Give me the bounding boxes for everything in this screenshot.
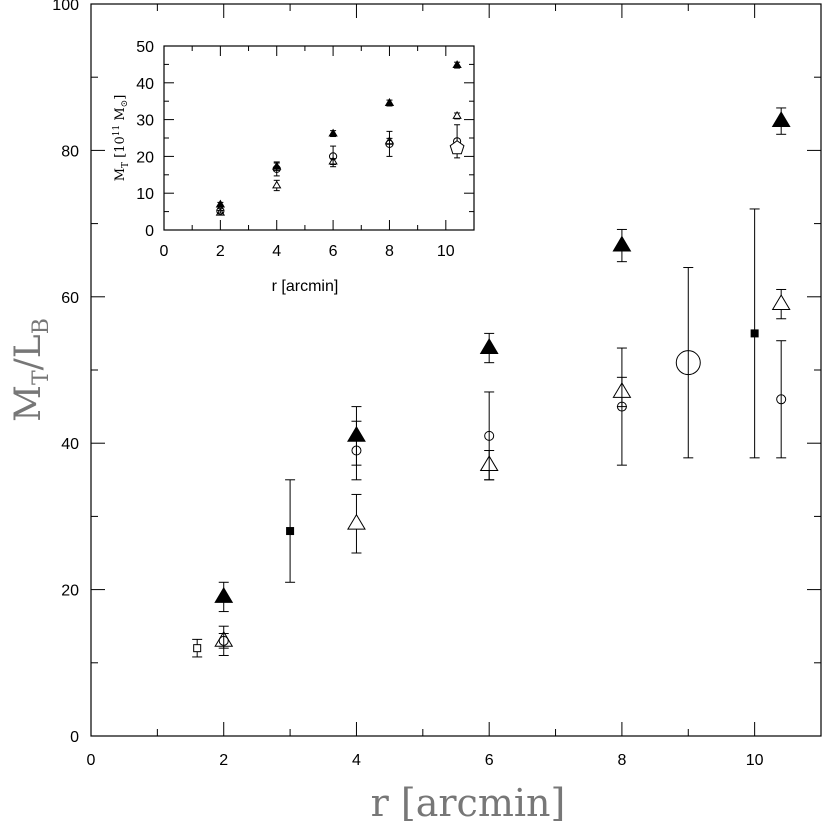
series-3-filled-square bbox=[285, 208, 760, 583]
inset-y-title-main: M bbox=[113, 168, 128, 181]
inset-y-title-sup: 11 bbox=[112, 125, 122, 136]
inset-y-title-sun: ⊙ bbox=[120, 100, 130, 108]
data-point-triangle bbox=[347, 513, 366, 530]
data-point-circle bbox=[616, 401, 627, 412]
x-tick-label: 10 bbox=[746, 752, 764, 769]
main-data-marks bbox=[192, 107, 791, 658]
y-title-sep: /L bbox=[8, 334, 49, 370]
data-point-square bbox=[193, 644, 202, 653]
x-tick-label: 0 bbox=[87, 752, 96, 769]
y-tick-label: 50 bbox=[136, 39, 154, 56]
series-4-open-square bbox=[192, 638, 203, 658]
data-point-square bbox=[750, 329, 759, 338]
data-point-triangle bbox=[272, 180, 282, 189]
data-point-triangle bbox=[452, 110, 462, 119]
x-tick-label: 4 bbox=[352, 752, 361, 769]
data-point-triangle bbox=[771, 294, 791, 311]
data-point-pentagon bbox=[449, 140, 465, 155]
series-5-open-circle bbox=[675, 267, 701, 459]
y-tick-label: 0 bbox=[145, 223, 154, 240]
data-point-triangle bbox=[479, 338, 499, 354]
main-y-axis-title: MT/LB bbox=[8, 318, 54, 422]
y-title-sub2: B bbox=[29, 318, 54, 334]
main-ticks bbox=[90, 3, 822, 737]
x-tick-label: 6 bbox=[485, 752, 494, 769]
y-title-main: M bbox=[8, 385, 49, 422]
x-tick-label: 8 bbox=[617, 752, 626, 769]
data-point-triangle bbox=[612, 235, 632, 252]
data-point-circle bbox=[272, 164, 281, 174]
series-1-open-triangle bbox=[214, 288, 791, 656]
data-point-circle bbox=[216, 206, 225, 215]
y-tick-label: 100 bbox=[52, 0, 79, 14]
data-point-triangle bbox=[214, 586, 234, 603]
y-tick-label: 20 bbox=[61, 583, 79, 600]
x-tick-label: 2 bbox=[219, 752, 228, 769]
series-2-open-circle bbox=[218, 340, 787, 649]
inset-y-title-sub: T bbox=[121, 162, 131, 168]
y-tick-label: 0 bbox=[70, 729, 79, 746]
series-0-filled-triangle bbox=[215, 60, 462, 208]
inset-ticks bbox=[163, 45, 475, 231]
data-point-triangle bbox=[384, 98, 395, 106]
inset-y-title-rest: [10 bbox=[113, 136, 128, 162]
data-point-circle bbox=[328, 152, 338, 161]
series-0-filled-triangle bbox=[214, 107, 791, 613]
y-tick-label: 40 bbox=[61, 436, 79, 453]
y-tick-label: 60 bbox=[61, 290, 79, 307]
data-point-circle bbox=[484, 430, 495, 441]
inset-tick-labels: 0 2 4 6 8 10 0 10 20 30 40 50 bbox=[136, 39, 455, 260]
x-tick-label: 6 bbox=[329, 243, 338, 260]
y-tick-label: 30 bbox=[136, 113, 154, 130]
y-tick-label: 10 bbox=[136, 186, 154, 203]
data-point-triangle bbox=[452, 60, 462, 69]
inset-data-marks bbox=[215, 60, 465, 216]
y-tick-label: 20 bbox=[136, 149, 154, 166]
data-point-square bbox=[286, 527, 295, 536]
x-tick-label: 8 bbox=[385, 243, 394, 260]
data-point-triangle bbox=[328, 128, 338, 137]
inset-plot-frame bbox=[163, 45, 475, 231]
inset-y-title-close: ] bbox=[113, 95, 128, 100]
data-point-circle bbox=[776, 394, 787, 405]
data-point-triangle bbox=[771, 111, 791, 128]
x-tick-label: 10 bbox=[437, 243, 455, 260]
inset-y-axis-title: MT [1011 M⊙] bbox=[112, 95, 131, 182]
main-x-axis-title: r [arcmin] bbox=[371, 781, 566, 824]
series-3-open-pentagon bbox=[449, 140, 465, 155]
y-tick-label: 40 bbox=[136, 76, 154, 93]
data-point-circle bbox=[351, 445, 362, 456]
data-point-circle bbox=[385, 139, 394, 148]
x-tick-label: 4 bbox=[272, 243, 281, 260]
y-title-sub1: T bbox=[29, 370, 54, 385]
inset-x-axis-title: r [arcmin] bbox=[272, 278, 339, 295]
data-point-circle bbox=[218, 635, 229, 646]
y-tick-label: 80 bbox=[61, 143, 79, 160]
x-tick-label: 2 bbox=[216, 243, 225, 260]
inset-y-title-tail: M bbox=[113, 107, 128, 124]
data-point-circle bbox=[675, 350, 701, 376]
x-tick-label: 0 bbox=[160, 243, 169, 260]
